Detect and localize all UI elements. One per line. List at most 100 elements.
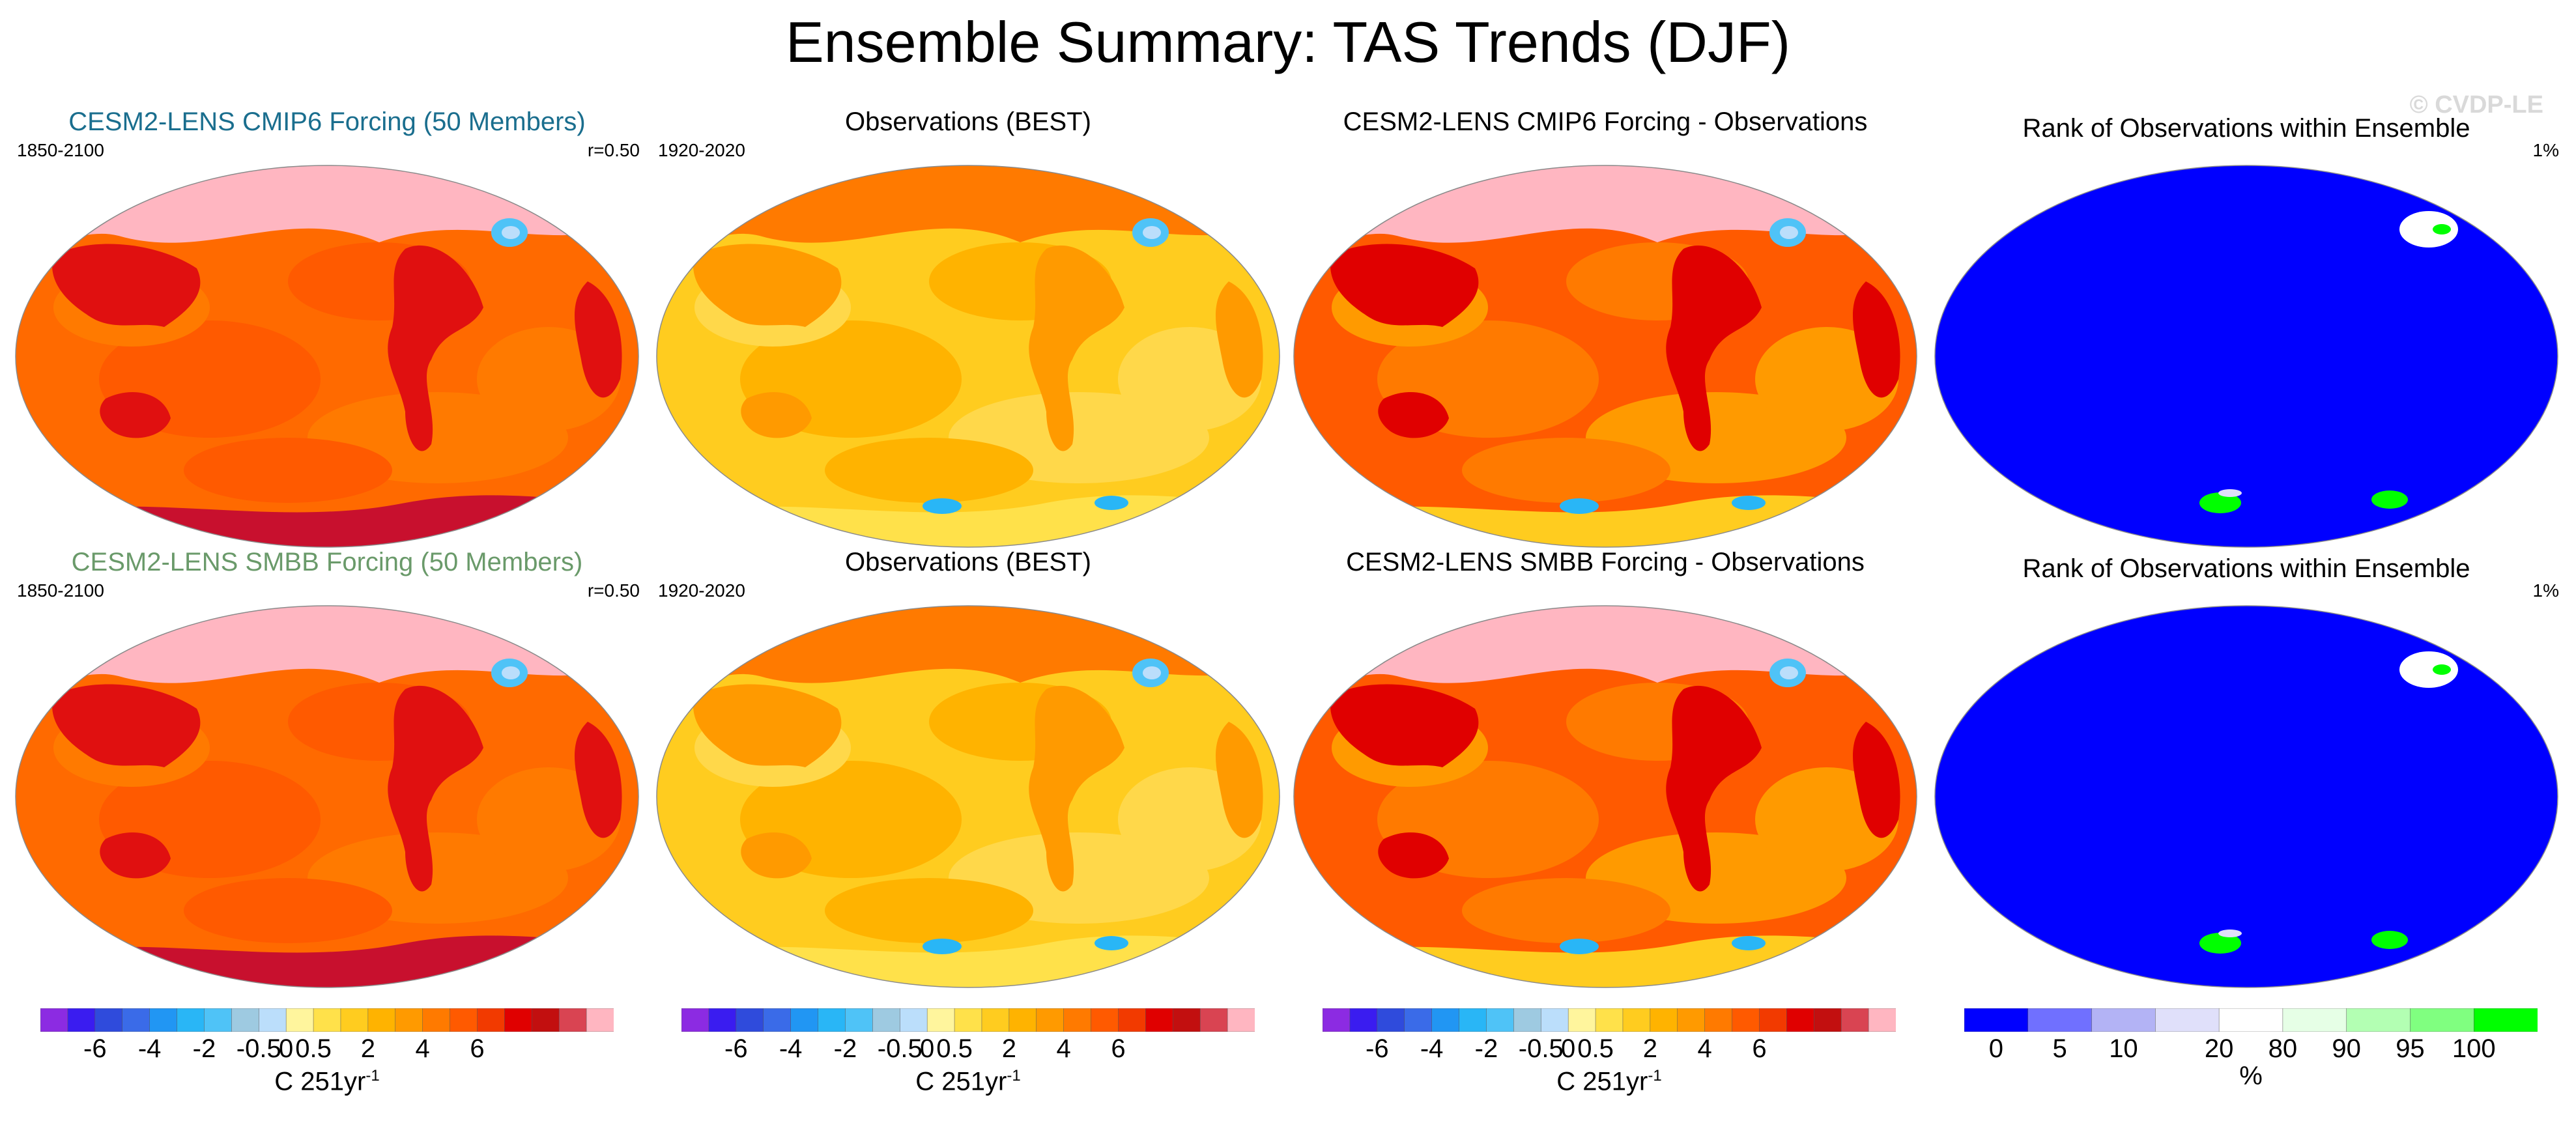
australia-landmass [741, 832, 812, 879]
colorbar-tick-label: 10 [2109, 1034, 2138, 1063]
map-r2c4 [1934, 605, 2558, 988]
americas-landmass [2307, 685, 2403, 892]
panel-title: Observations (BEST) [845, 548, 1091, 576]
americas-landmass [1029, 685, 1124, 892]
colorbar-tick-label: 100 [2452, 1034, 2496, 1063]
colorbar-swatch [1349, 1008, 1378, 1032]
panel-title: Observations (BEST) [845, 107, 1091, 136]
colorbar-tick-label: -6 [1366, 1034, 1389, 1063]
colorbar-swatch [1063, 1008, 1092, 1032]
cooling-spot [923, 939, 962, 954]
map-r2c1 [15, 605, 639, 988]
colorbar-swatch [558, 1008, 587, 1032]
cooling-spot [502, 226, 520, 239]
map-r1c4 [1934, 165, 2558, 548]
colorbar-swatch [1199, 1008, 1228, 1032]
colorbar-swatch [1431, 1008, 1460, 1032]
colorbar-unit-label: C 251yr-1 [655, 1060, 1281, 1097]
stat-label: r=0.50 [587, 140, 640, 160]
map-panel-r1c4: Rank of Observations within Ensemble 1% [1934, 106, 2559, 548]
colorbar-tick-label: 0 [1561, 1034, 1576, 1063]
americas-landmass [388, 245, 483, 451]
map-r1c3 [1293, 165, 1917, 548]
rank-top-spot [2199, 933, 2241, 954]
colorbar-swatch [954, 1008, 982, 1032]
americas-landmass [388, 685, 483, 892]
colorbar-swatches [40, 1008, 614, 1032]
colorbar-swatch [818, 1008, 846, 1032]
colorbar-tick-label: -4 [137, 1034, 162, 1063]
colorbar-swatch [1377, 1008, 1405, 1032]
colorbar-swatch [2282, 1008, 2347, 1032]
colorbar-swatch [2155, 1008, 2220, 1032]
colorbar-swatch [532, 1008, 560, 1032]
map-panel-r2c2: Observations (BEST) 1920-2020 [655, 546, 1281, 988]
colorbar-tick-label: 4 [1697, 1034, 1712, 1063]
colorbar-tick-label: 0.5 [295, 1034, 332, 1063]
colorbar-swatch [122, 1008, 150, 1032]
map-outline [15, 605, 639, 988]
rank-top-spot [2371, 490, 2408, 509]
ocean-region [825, 438, 1033, 503]
colorbar-swatch [845, 1008, 874, 1032]
colorbar-swatch [1227, 1008, 1255, 1032]
map-outline [1934, 605, 2558, 988]
map-panel-r2c1: CESM2-LENS SMBB Forcing (50 Members) 1850… [14, 546, 640, 988]
colorbar-swatch [1650, 1008, 1678, 1032]
colorbar-tick-label: 6 [1111, 1034, 1126, 1063]
panel-title: Rank of Observations within Ensemble [2022, 554, 2470, 583]
map-outline [1934, 165, 2558, 548]
cooling-spot [1560, 939, 1599, 954]
period-label: 1850-2100 [17, 580, 104, 601]
map-r2c3 [1293, 605, 1917, 988]
colorbar-swatch [422, 1008, 451, 1032]
page-title: Ensemble Summary: TAS Trends (DJF) [785, 10, 1791, 74]
cooling-spot [1095, 496, 1128, 510]
colorbar-swatch [736, 1008, 764, 1032]
colorbar-swatch [1513, 1008, 1541, 1032]
rank-top-spot [2371, 931, 2408, 949]
asia-landmass [1971, 244, 2120, 327]
colorbar-tick-label: 0 [920, 1034, 935, 1063]
colorbar-swatch [1677, 1008, 1706, 1032]
ocean-region [184, 878, 392, 943]
panel-title: CESM2-LENS CMIP6 Forcing - Observations [1343, 107, 1868, 136]
map-panel-r2c4: Rank of Observations within Ensemble 1% [1934, 546, 2559, 988]
colorbar-swatch [1173, 1008, 1201, 1032]
cooling-spot [1143, 666, 1161, 679]
colorbar-swatch [149, 1008, 178, 1032]
panel-title: Rank of Observations within Ensemble [2022, 114, 2470, 143]
map-outline [656, 605, 1280, 988]
colorbar-swatch [926, 1008, 955, 1032]
australia-landmass [100, 832, 171, 879]
colorbar-swatch [1323, 1008, 1351, 1032]
colorbar-swatch [1486, 1008, 1515, 1032]
colorbar-unit-exponent: -1 [1648, 1067, 1662, 1085]
map-panel-r2c3: CESM2-LENS SMBB Forcing - Observations [1293, 546, 1918, 988]
rank-mid-spot [2218, 929, 2242, 937]
colorbar-swatch [2410, 1008, 2474, 1032]
colorbar-swatch [1786, 1008, 1815, 1032]
colorbar-swatch [231, 1008, 259, 1032]
stat-label: 1% [2532, 140, 2559, 160]
colorbar-unit-label: C 251yr-1 [14, 1060, 640, 1097]
colorbar-swatch [1964, 1008, 2029, 1032]
colorbar-swatch [1118, 1008, 1147, 1032]
map-r1c1 [15, 165, 639, 548]
stat-label: 1% [2532, 580, 2559, 601]
asia-landmass [1330, 244, 1479, 327]
colorbar-tick-label: 0.5 [936, 1034, 973, 1063]
colorbar-tick-label: -2 [192, 1034, 216, 1063]
colorbar-tick-label: 0.5 [1577, 1034, 1614, 1063]
asia-landmass [52, 244, 201, 327]
colorbar-swatch [586, 1008, 614, 1032]
colorbar-swatch [1759, 1008, 1788, 1032]
colorbar-tick-label: 5 [2052, 1034, 2067, 1063]
americas-landmass [1029, 245, 1124, 451]
colorbar-swatch [177, 1008, 205, 1032]
colorbar-swatch [708, 1008, 737, 1032]
map-panel-r1c3: CESM2-LENS CMIP6 Forcing - Observations [1293, 106, 1918, 548]
colorbar-swatch [2346, 1008, 2411, 1032]
colorbar-tick-label: 80 [2268, 1034, 2298, 1063]
rank-top-spot [2433, 224, 2451, 234]
